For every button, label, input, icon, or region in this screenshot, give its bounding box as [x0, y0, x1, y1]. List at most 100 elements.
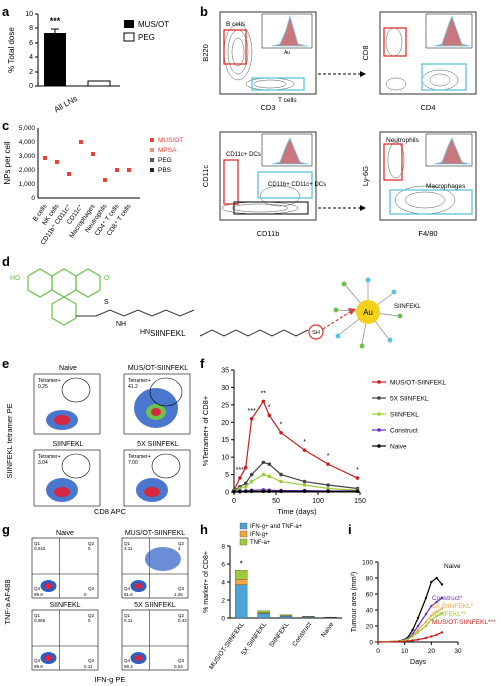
panel-c: 0 1,000 2,000 3,000 4,000 5,000 NPs per …: [0, 118, 200, 253]
b-gate-tcells: [251, 77, 305, 91]
i-point: [435, 610, 438, 613]
c-ytick: 0: [31, 195, 35, 202]
f-point: [355, 476, 360, 480]
b-inset-axis: Au: [284, 50, 290, 56]
e-plot: Naive Tetramer+ 0.25: [33, 365, 101, 435]
i-point: [435, 633, 438, 636]
i-ytick-label: 0: [369, 640, 373, 647]
panel-g-flow: TNF-a AF488 IFN-g PE Naive Q1 Q2 0.042 0 Q4 Q3 99…: [3, 530, 189, 684]
h-bar-segment: [235, 584, 248, 619]
f-point: [302, 448, 307, 452]
i-point: [424, 612, 428, 616]
i-xtick-label: 0: [376, 648, 380, 655]
c-legend: MUS/OT MPSA PEG PBS: [150, 137, 183, 174]
g-q-label: Q3: [88, 658, 95, 663]
f-point: [261, 460, 266, 465]
h-category: SIINFEKL: [268, 621, 291, 649]
b-gate-label: CD11b+ CD11c+ DCs: [268, 182, 326, 188]
g-q-value: 0.42: [178, 618, 187, 623]
a-ytick: 0: [29, 83, 33, 90]
panel-b-flow: B cells T cells Au CD3 B220 CD4 CD8: [201, 11, 477, 238]
g-q-label: Q3: [178, 586, 185, 591]
f-legend-label: SIINFEKL: [390, 412, 419, 419]
f-point: [326, 489, 330, 494]
panel-c-chart: 0 1,000 2,000 3,000 4,000 5,000 NPs per …: [3, 125, 183, 246]
i-series-label: SIINFEKL**: [432, 611, 466, 618]
panel-letter-g: g: [2, 522, 10, 537]
c-point: [55, 160, 59, 164]
f-point: [243, 489, 248, 494]
a-bar-musot: [44, 33, 66, 86]
h-legend-swatch: [239, 530, 248, 538]
f-significance: *: [280, 422, 283, 429]
h-legend-label: TNF-a+: [250, 540, 271, 546]
h-ylabel: % marker+ of CD8+: [203, 551, 210, 613]
g-q-value: 0.11: [124, 618, 133, 623]
b-gate-bcells: [223, 29, 247, 65]
i-point: [435, 576, 438, 580]
f-significance: *: [327, 453, 330, 460]
i-ytick-label: 20: [366, 624, 374, 631]
g-population-core: [134, 655, 143, 661]
b-plot-cd8-cd4: CD4 CD8: [361, 11, 477, 112]
f-point: [243, 481, 248, 486]
f-series-line: [233, 461, 358, 491]
g-q-value: 0.042: [34, 546, 46, 551]
f-point: [355, 489, 360, 494]
f-series-line: [233, 473, 358, 492]
f-legend-marker: [377, 444, 381, 448]
a-legend-swatch-peg: [123, 32, 135, 42]
i-series-label: Naive: [444, 563, 461, 570]
f-significance: *: [356, 467, 359, 474]
a-ytick: 8: [29, 25, 33, 32]
a-bar-peg: [87, 80, 111, 87]
f-point: [243, 484, 248, 489]
g-population-core: [44, 583, 53, 589]
i-ytick-label: 80: [366, 576, 374, 583]
f-ytick-label: 20: [221, 420, 229, 427]
g-q-value: 0: [88, 546, 91, 551]
i-ytick-label: 60: [366, 592, 374, 599]
b-xlabel: CD4: [420, 103, 435, 112]
panel-letter-i: i: [348, 522, 352, 537]
i-point: [440, 631, 444, 634]
i-series-label: 5X SIINFEKL*: [432, 603, 474, 610]
i-xlabel: Days: [410, 659, 426, 666]
i-point: [416, 638, 420, 641]
f-ytick-label: 25: [221, 402, 229, 409]
e-plot: 5X SIINFEKL Tetramer+ 7.00: [123, 441, 191, 507]
f-point: [249, 479, 254, 484]
c-point: [43, 156, 47, 160]
f-xtick-label: 0: [232, 498, 236, 505]
panel-i: 0 20 40 60 80 100 0 10 20 30 Days Tumour area (mm²)…: [348, 522, 500, 686]
d-label-peptide2: SIINFEKL: [394, 304, 421, 310]
f-ylabel: %Tetramer+ of CD8+: [201, 395, 210, 466]
a-yticks: 0 2 4 6 8 10: [25, 11, 38, 90]
h-ytick-label: 4: [221, 580, 225, 587]
c-point: [67, 172, 71, 176]
f-series-line: [233, 400, 358, 491]
d-label-au: Au: [363, 308, 373, 317]
c-ytick: 1,000: [19, 181, 36, 188]
g-q-value: 3.11: [124, 546, 133, 551]
g-q-value: 0: [88, 618, 91, 623]
i-ytick-label: 40: [366, 608, 374, 615]
d-label-o: O: [104, 275, 110, 282]
f-point: [249, 417, 254, 421]
c-legend-item: MPSA: [158, 147, 177, 154]
i-ytick-label: 100: [362, 560, 373, 567]
b-plot-ly6g-f480: Neutrophils Macrophages F4/80 Ly-6G: [361, 131, 477, 238]
f-ytick-label: 5: [225, 472, 229, 479]
b-plot-cd11c-cd11b: CD11c+ DCs CD11b+ CD11c+ DCs CD11b CD11c: [201, 131, 326, 238]
c-point: [115, 168, 119, 172]
d-label-nh: NH: [116, 321, 126, 328]
g-q-label: Q4: [34, 658, 41, 663]
h-legend-label: IFN-g+: [250, 532, 269, 538]
h-bar-segment: [235, 579, 248, 585]
g-q-label: Q1: [124, 541, 131, 546]
e-gate-label: Tetramer+: [128, 378, 151, 384]
g-q-label: Q2: [178, 541, 185, 546]
e-plot-title: SIINFEKL: [52, 441, 83, 448]
i-point: [416, 616, 420, 620]
f-point: [279, 430, 283, 435]
